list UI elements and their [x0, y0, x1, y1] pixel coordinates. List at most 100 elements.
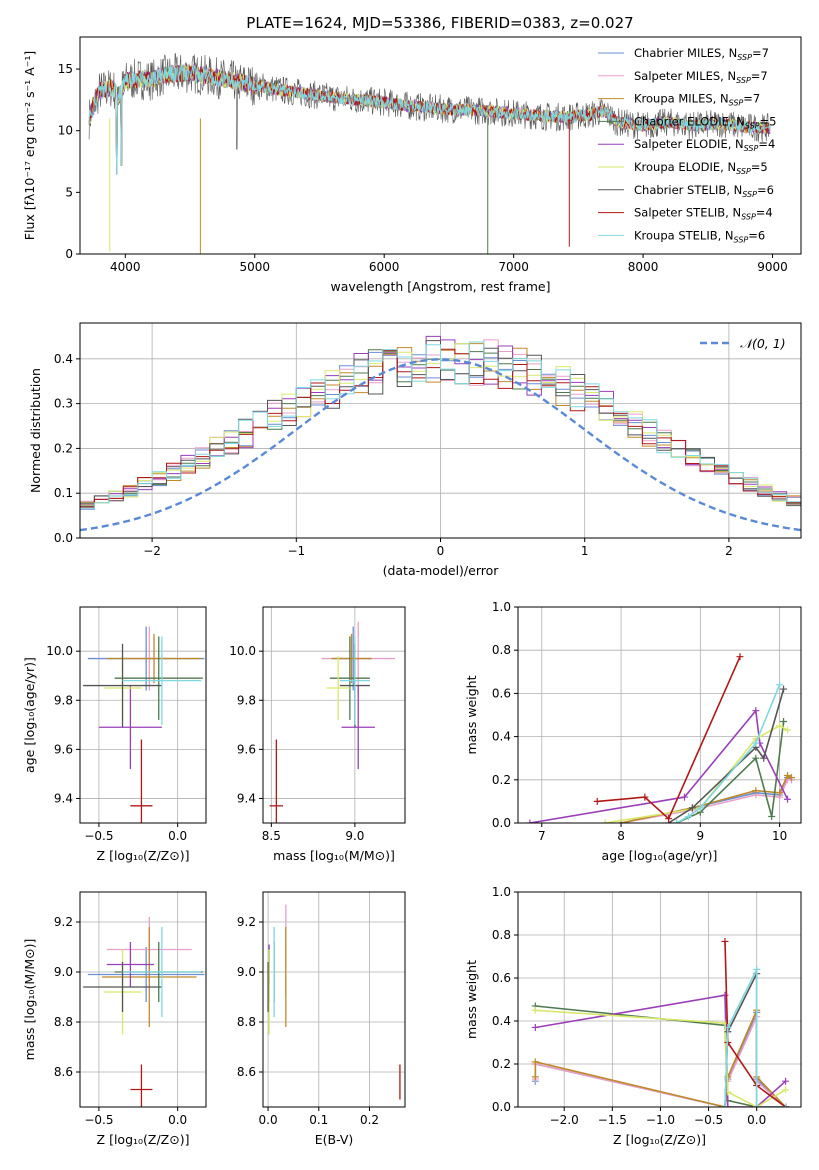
x-axis-label: Z [log₁₀(Z/Z⊙)]	[613, 1132, 706, 1147]
plot-area	[531, 937, 790, 1107]
x-tick-label: 7	[538, 829, 546, 843]
y-tick-label: 9.2	[237, 915, 256, 929]
weight-marker	[787, 774, 795, 782]
y-tick-label: 0.2	[492, 1057, 511, 1071]
y-tick-label: 0.2	[492, 773, 511, 787]
weight-marker	[526, 819, 534, 823]
axes-frame	[79, 606, 207, 824]
legend-label-suffix: =4	[758, 137, 775, 151]
x-tick-label: 0.0	[747, 1113, 766, 1127]
weight-line	[535, 994, 787, 1107]
x-tick-label: 0.0	[259, 1113, 278, 1127]
weight-marker	[752, 707, 760, 715]
weight-marker	[680, 793, 688, 801]
weight-marker	[688, 804, 696, 812]
axes-frame	[517, 891, 802, 1108]
legend-label-sub: SSP	[744, 144, 759, 153]
histogram-series	[80, 341, 801, 509]
weight-marker	[696, 804, 704, 812]
y-tick-label: 8.6	[54, 1065, 73, 1079]
weight-marker	[673, 819, 681, 823]
y-tick-label: 0.4	[54, 352, 73, 366]
weight-marker	[752, 754, 760, 762]
y-tick-label: 10.0	[46, 644, 73, 658]
spectrum-panel: 4000 5000 6000 7000 8000 9000 0 5 10 15 wavelength…	[22, 36, 802, 294]
y-tick-label: 0.0	[492, 1100, 511, 1114]
x-axis-label: Z [log₁₀(Z/Z⊙)]	[97, 848, 190, 863]
x-tick-label: 2	[725, 544, 733, 558]
x-tick-label: 8000	[628, 260, 659, 274]
legend-label: Chabrier MILES, NSSP=7	[634, 46, 769, 62]
weight-marker	[752, 739, 760, 747]
weight-marker	[684, 813, 692, 821]
legend-label: Kroupa MILES, NSSP=7	[634, 92, 760, 108]
y-tick-label: 10.0	[229, 644, 256, 658]
plot-area	[269, 621, 395, 823]
axes: 8.5 9.0 9.4 9.6 9.8 10.0	[229, 606, 406, 843]
x-tick-label: 9	[697, 829, 705, 843]
weight-marker	[780, 685, 788, 693]
y-tick-label: 9.8	[54, 693, 73, 707]
y-tick-label: 0.4	[492, 730, 511, 744]
mass-vs-metallicity-panel: −0.5 0.0 8.6 8.8 9.0 9.2 Z [log₁₀(Z/Z⊙)] mass […	[22, 891, 207, 1147]
x-tick-label: −1.0	[646, 1113, 675, 1127]
x-tick-label: −0.5	[84, 829, 113, 843]
y-tick-label: 8.8	[54, 1015, 73, 1029]
legend-label-suffix: =7	[751, 69, 768, 83]
legend-label-main: Chabrier MILES, N	[634, 46, 737, 60]
grid-lines	[80, 607, 206, 823]
legend-label-suffix: =7	[752, 46, 769, 60]
x-tick-label: −0.5	[694, 1113, 723, 1127]
weight-marker	[753, 965, 761, 973]
y-tick-label: 5	[65, 185, 73, 199]
x-tick-label: 8	[617, 829, 625, 843]
x-tick-label: −1.5	[598, 1113, 627, 1127]
legend-label-sub: SSP	[729, 99, 744, 108]
y-tick-label: 0.0	[492, 816, 511, 830]
y-tick-label: 8.8	[237, 1015, 256, 1029]
legend-label-sub: SSP	[736, 76, 751, 85]
y-axis-label: mass weight	[464, 960, 479, 1039]
plot-area	[526, 653, 795, 823]
y-tick-label: 0.3	[54, 397, 73, 411]
plot-area	[80, 335, 801, 532]
legend-label: Salpeter STELIB, NSSP=4	[634, 206, 773, 222]
y-tick-label: 9.4	[237, 791, 256, 805]
axes-frame	[79, 891, 207, 1108]
y-tick-label: 0.0	[54, 531, 73, 545]
weight-vs-age-panel: 7 8 9 10 0.0 0.2 0.4 0.6 0.8 1.0 age [log₁₀(age/yr…	[464, 600, 802, 863]
legend-label: Chabrier ELODIE, NSSP=5	[634, 114, 776, 130]
weight-marker	[776, 722, 784, 730]
y-tick-label: 0.2	[54, 441, 73, 455]
y-axis-label: mass weight	[464, 675, 479, 754]
x-axis-label: age [log₁₀(age/yr)]	[602, 848, 718, 863]
x-tick-label: 0	[437, 544, 445, 558]
y-tick-label: 9.8	[237, 693, 256, 707]
weight-marker	[721, 937, 729, 945]
weight-marker	[641, 793, 649, 801]
x-tick-label: −1	[287, 544, 305, 558]
x-tick-label: 4000	[110, 260, 141, 274]
y-tick-label: 1.0	[492, 885, 511, 899]
legend-label-main: Kroupa ELODIE, N	[634, 160, 736, 174]
legend-label-main: Kroupa STELIB, N	[634, 228, 734, 242]
weight-vs-metallicity-panel: −2.0 −1.5 −1.0 −0.5 0.0 0.0 0.2 0.4 0.6 0.8 1.0 Z […	[464, 885, 802, 1147]
axes: −2 −1 0 1 2 0.0 0.1 0.2 0.3 0.4	[54, 322, 802, 558]
legend-label: Salpeter ELODIE, NSSP=4	[634, 137, 775, 153]
plot-area	[83, 626, 205, 823]
x-tick-label: 0.0	[168, 1113, 187, 1127]
mass-vs-reddening-panel: 0.0 0.1 0.2 8.6 8.8 9.0 9.2 E(B-V)	[237, 891, 406, 1147]
histogram-series	[80, 340, 801, 513]
legend-label-suffix: =7	[743, 92, 760, 106]
weight-marker	[782, 1077, 790, 1085]
axes: 7 8 9 10 0.0 0.2 0.4 0.6 0.8 1.0	[492, 600, 802, 843]
y-tick-label: 9.6	[237, 742, 256, 756]
weight-marker	[601, 819, 609, 823]
normal-curve	[80, 358, 801, 532]
legend-label-main: Salpeter ELODIE, N	[634, 137, 744, 151]
x-tick-label: 6000	[369, 260, 400, 274]
x-axis-label: (data-model)/error	[383, 563, 500, 578]
residuals-panel: −2 −1 0 1 2 0.0 0.1 0.2 0.3 0.4 (data-model)/error…	[28, 322, 802, 578]
age-vs-mass-panel: 8.5 9.0 9.4 9.6 9.8 10.0 mass [log₁₀(M/M⊙)]	[229, 606, 406, 863]
